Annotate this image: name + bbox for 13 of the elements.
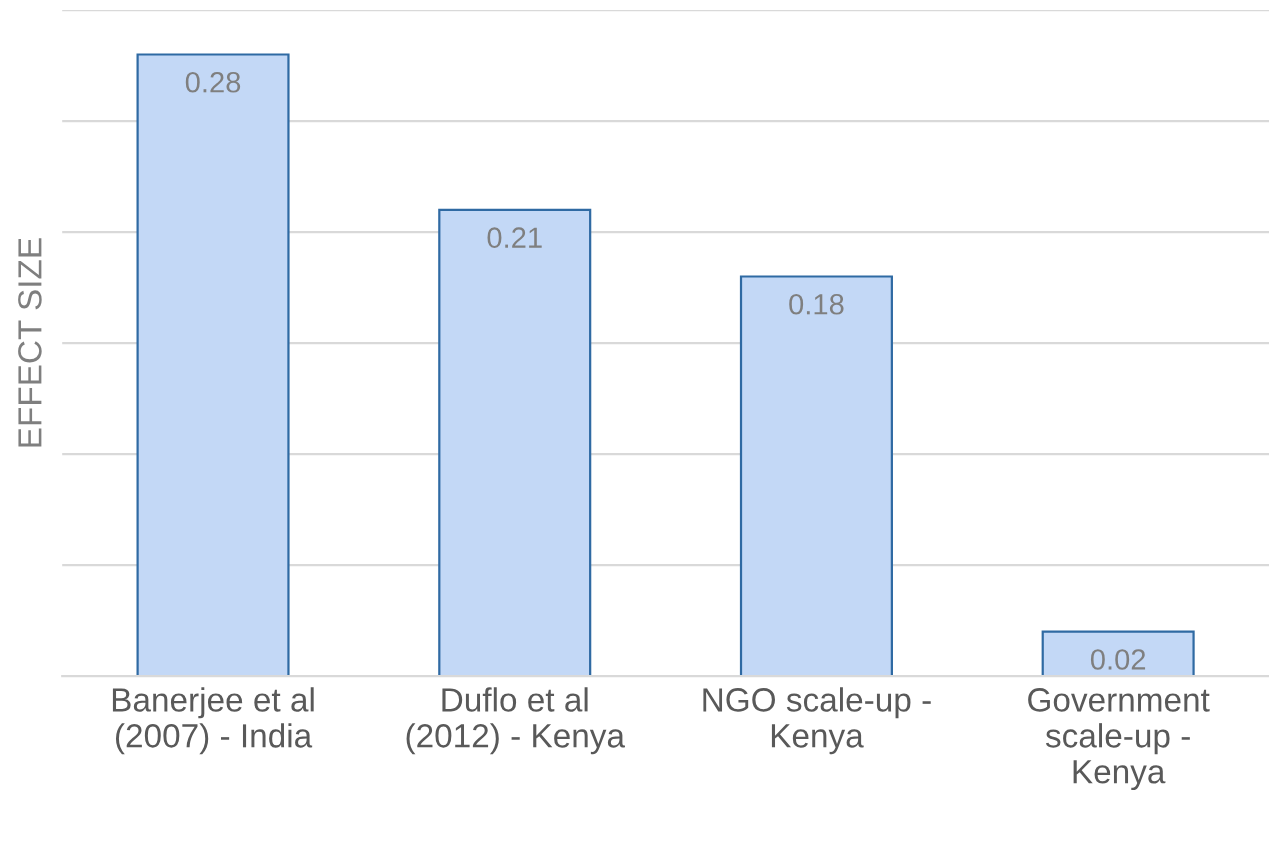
x-tick-label: Duflo et al (2012) - Kenya (406, 687, 625, 755)
bar (739, 275, 893, 677)
x-tick-label: Government scale-up - Kenya (1028, 688, 1210, 791)
bar (136, 53, 290, 677)
x-tick-label: Banerjee et al (2007) - India (112, 687, 314, 755)
bar (438, 208, 592, 677)
data-label: 0.21 (487, 227, 542, 248)
y-axis-title: EFFECT SIZE (18, 238, 42, 447)
data-label: 0.28 (185, 71, 241, 93)
data-label: 0.02 (1090, 649, 1146, 670)
x-tick-label: NGO scale-up - Kenya (703, 687, 931, 755)
data-label: 0.18 (789, 293, 844, 315)
bar (1041, 630, 1195, 677)
